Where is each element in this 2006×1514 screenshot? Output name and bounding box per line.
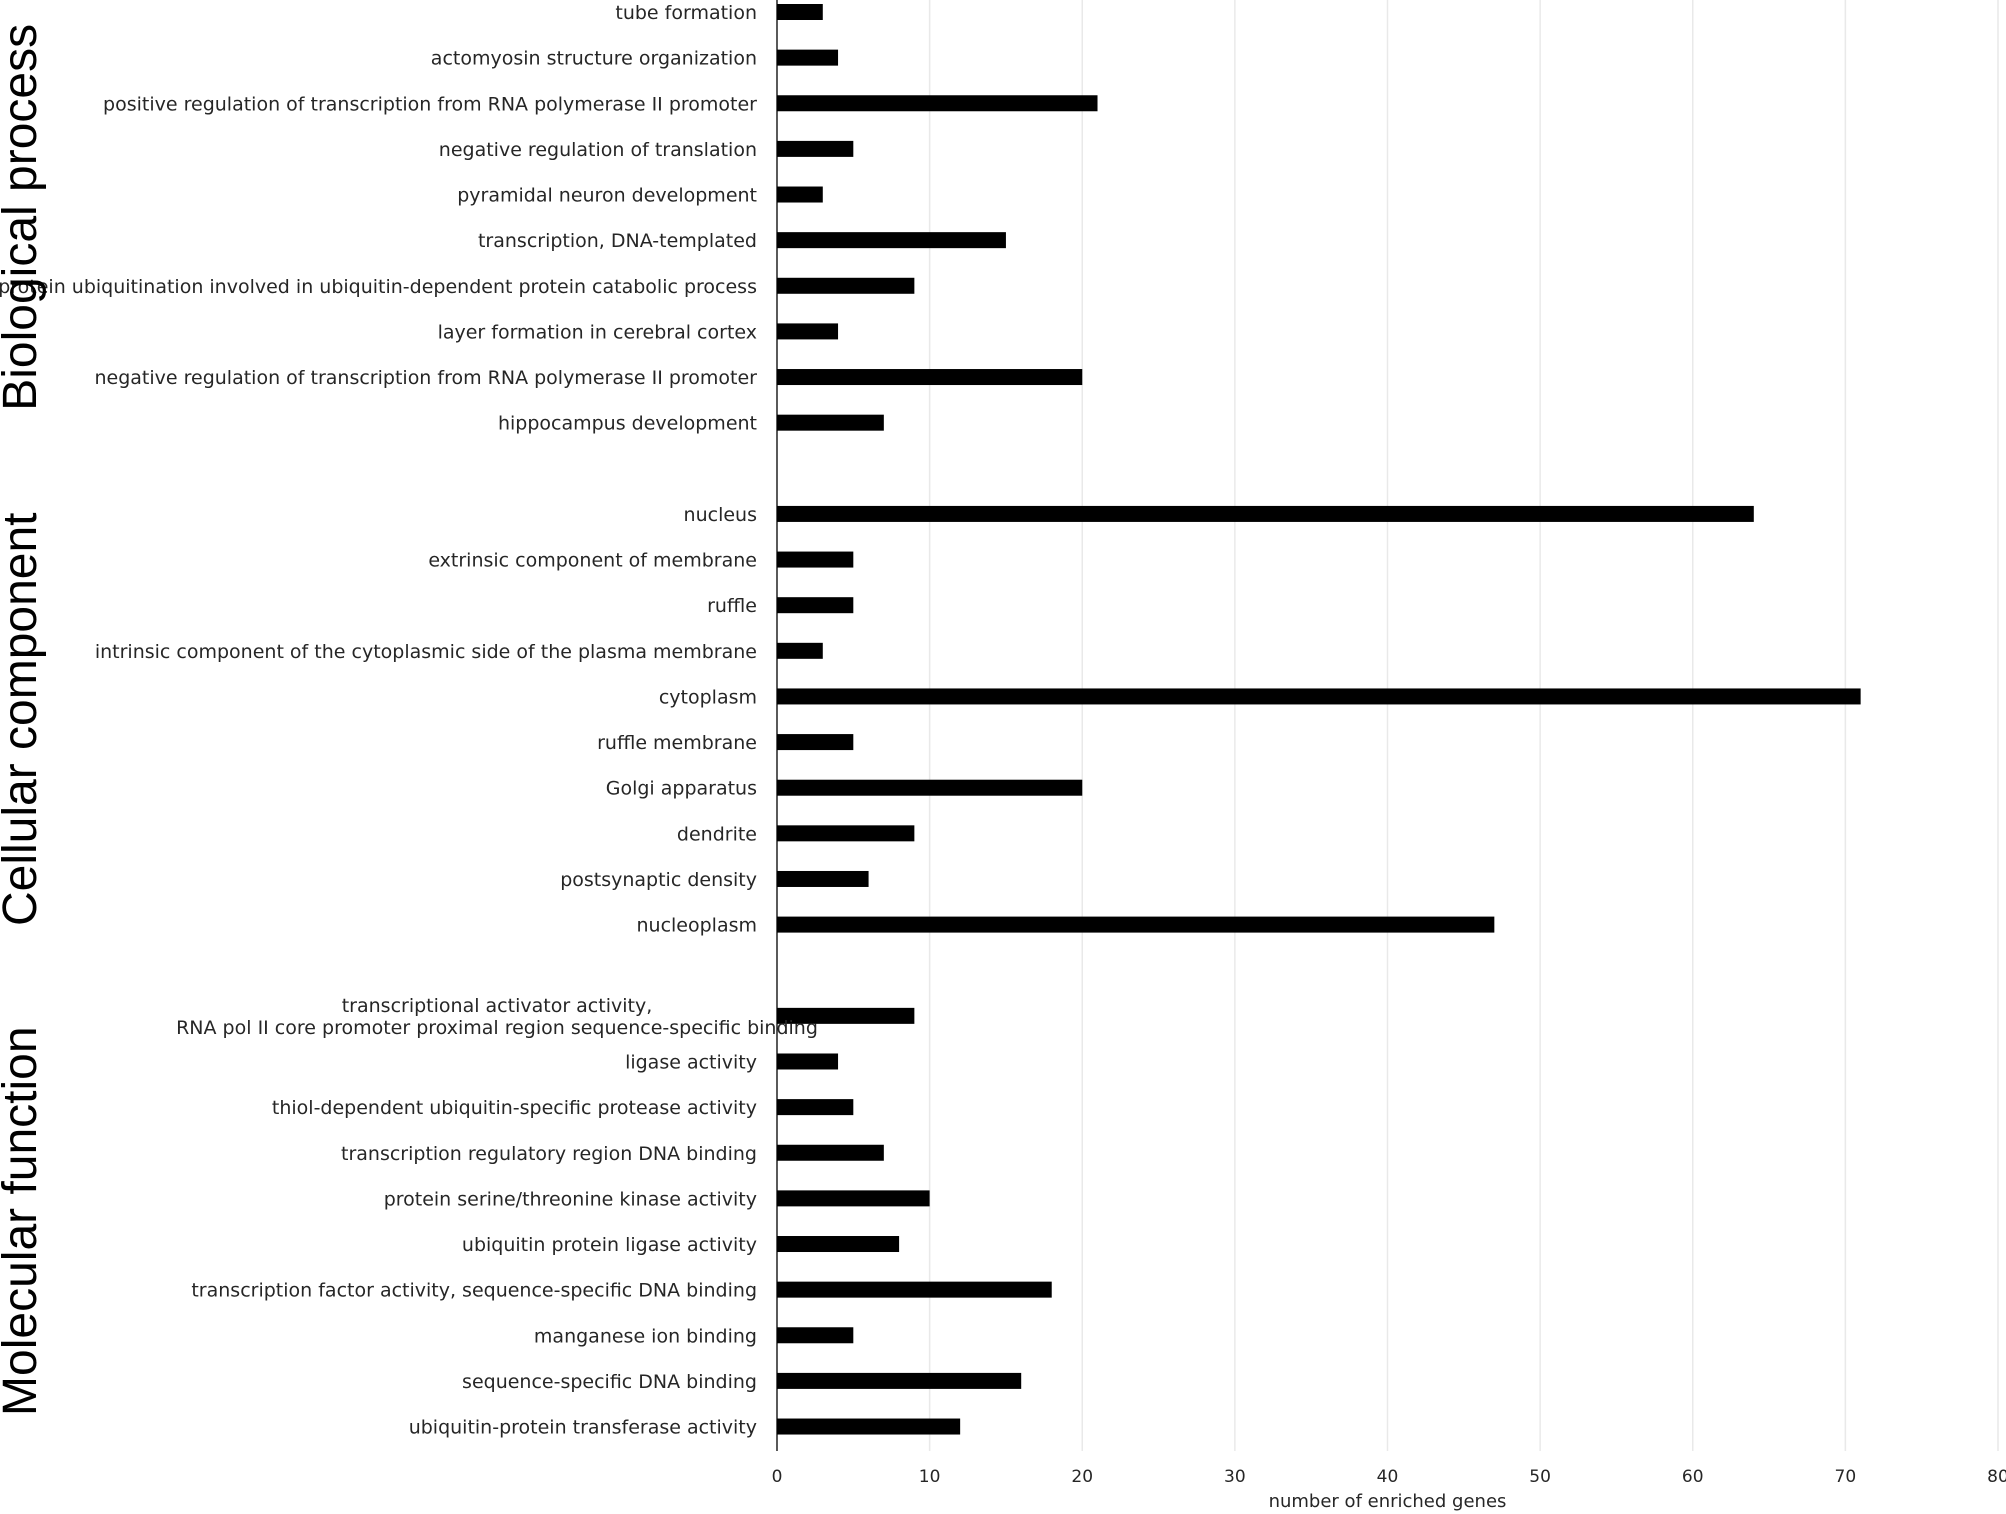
bar	[777, 1190, 930, 1207]
x-tick-label: 80	[1987, 1467, 2006, 1487]
x-tick-label: 50	[1529, 1467, 1551, 1487]
category-label: ubiquitin protein ligase activity	[462, 1234, 757, 1256]
group-title: Cellular component	[0, 512, 47, 926]
category-label: ruffle membrane	[597, 732, 757, 754]
category-label: positive regulation of transcription fro…	[103, 93, 757, 115]
category-label: layer formation in cerebral cortex	[438, 321, 757, 343]
bar	[777, 597, 854, 614]
category-label: transcription factor activity, sequence-…	[191, 1280, 757, 1302]
category-label: ligase activity	[625, 1051, 757, 1073]
bar	[777, 277, 915, 294]
category-label: manganese ion binding	[534, 1325, 757, 1347]
bar	[777, 232, 1006, 249]
bar	[777, 551, 854, 568]
bar	[777, 140, 854, 157]
x-tick-label: 30	[1224, 1467, 1246, 1487]
group-titles-layer: Biological process Cellular component Mole…	[0, 24, 47, 1416]
bars-layer	[777, 4, 1861, 1435]
bar	[777, 1372, 1022, 1389]
bar	[777, 414, 884, 431]
bar	[777, 95, 1098, 112]
bar	[777, 1236, 900, 1253]
category-label: intrinsic component of the cytoplasmic s…	[95, 641, 757, 663]
x-tick-label: 70	[1835, 1467, 1857, 1487]
group-title: Molecular function	[0, 1026, 47, 1416]
x-tick-label: 40	[1377, 1467, 1399, 1487]
category-label: Golgi apparatus	[606, 778, 757, 800]
bar	[777, 4, 823, 20]
x-axis-title: number of enriched genes	[1269, 1491, 1507, 1512]
category-label: extrinsic component of membrane	[428, 550, 757, 572]
bar	[777, 1007, 915, 1024]
bar	[777, 642, 823, 659]
group-title: Biological process	[0, 24, 47, 411]
bar	[777, 825, 915, 842]
bar	[777, 369, 1083, 386]
category-label: actomyosin structure organization	[431, 48, 757, 70]
bar	[777, 1281, 1052, 1298]
bar	[777, 505, 1754, 522]
category-label: sequence-specific DNA binding	[462, 1371, 757, 1393]
bar	[777, 1418, 961, 1435]
bar	[777, 734, 854, 751]
category-label: hippocampus development	[498, 413, 757, 435]
category-label: negative regulation of translation	[439, 139, 757, 161]
category-label: protein serine/threonine kinase activity	[384, 1188, 757, 1210]
x-axis: 0 10 20 30 40 50 60 70 80	[772, 0, 2006, 1487]
bar	[777, 779, 1083, 796]
bar	[777, 870, 869, 887]
category-label: dendrite	[677, 823, 757, 845]
category-label: ruffle	[707, 595, 757, 617]
category-label: ubiquitin-protein transferase activity	[409, 1417, 757, 1439]
bar	[777, 1327, 854, 1344]
category-label: protein ubiquitination involved in ubiqu…	[0, 276, 757, 298]
category-label: transcriptional activator activity, RNA p…	[176, 995, 818, 1039]
bar	[777, 186, 823, 203]
category-label: postsynaptic density	[560, 869, 757, 891]
category-label: pyramidal neuron development	[457, 185, 757, 207]
category-label: transcription regulatory region DNA bind…	[341, 1143, 757, 1165]
bar	[777, 323, 839, 340]
category-label: cytoplasm	[659, 686, 757, 708]
category-label: negative regulation of transcription fro…	[94, 367, 757, 389]
category-label: nucleoplasm	[636, 915, 757, 937]
bar	[777, 688, 1861, 705]
bar	[777, 1144, 884, 1161]
x-tick-label: 10	[919, 1467, 941, 1487]
bar	[777, 1053, 839, 1070]
category-label: transcription, DNA-templated	[478, 230, 757, 252]
x-tick-label: 60	[1682, 1467, 1704, 1487]
bar	[777, 1099, 854, 1116]
category-label: nucleus	[684, 504, 757, 526]
category-labels-layer: tube formation actomyosin structure organ…	[0, 2, 818, 1439]
x-tick-label: 0	[772, 1467, 783, 1487]
x-tick-label: 20	[1071, 1467, 1093, 1487]
grid-layer	[928, 0, 1999, 1451]
bar	[777, 916, 1495, 933]
category-label: thiol-dependent ubiquitin-specific prote…	[272, 1097, 757, 1119]
category-label: tube formation	[615, 2, 757, 24]
bar	[777, 49, 839, 66]
